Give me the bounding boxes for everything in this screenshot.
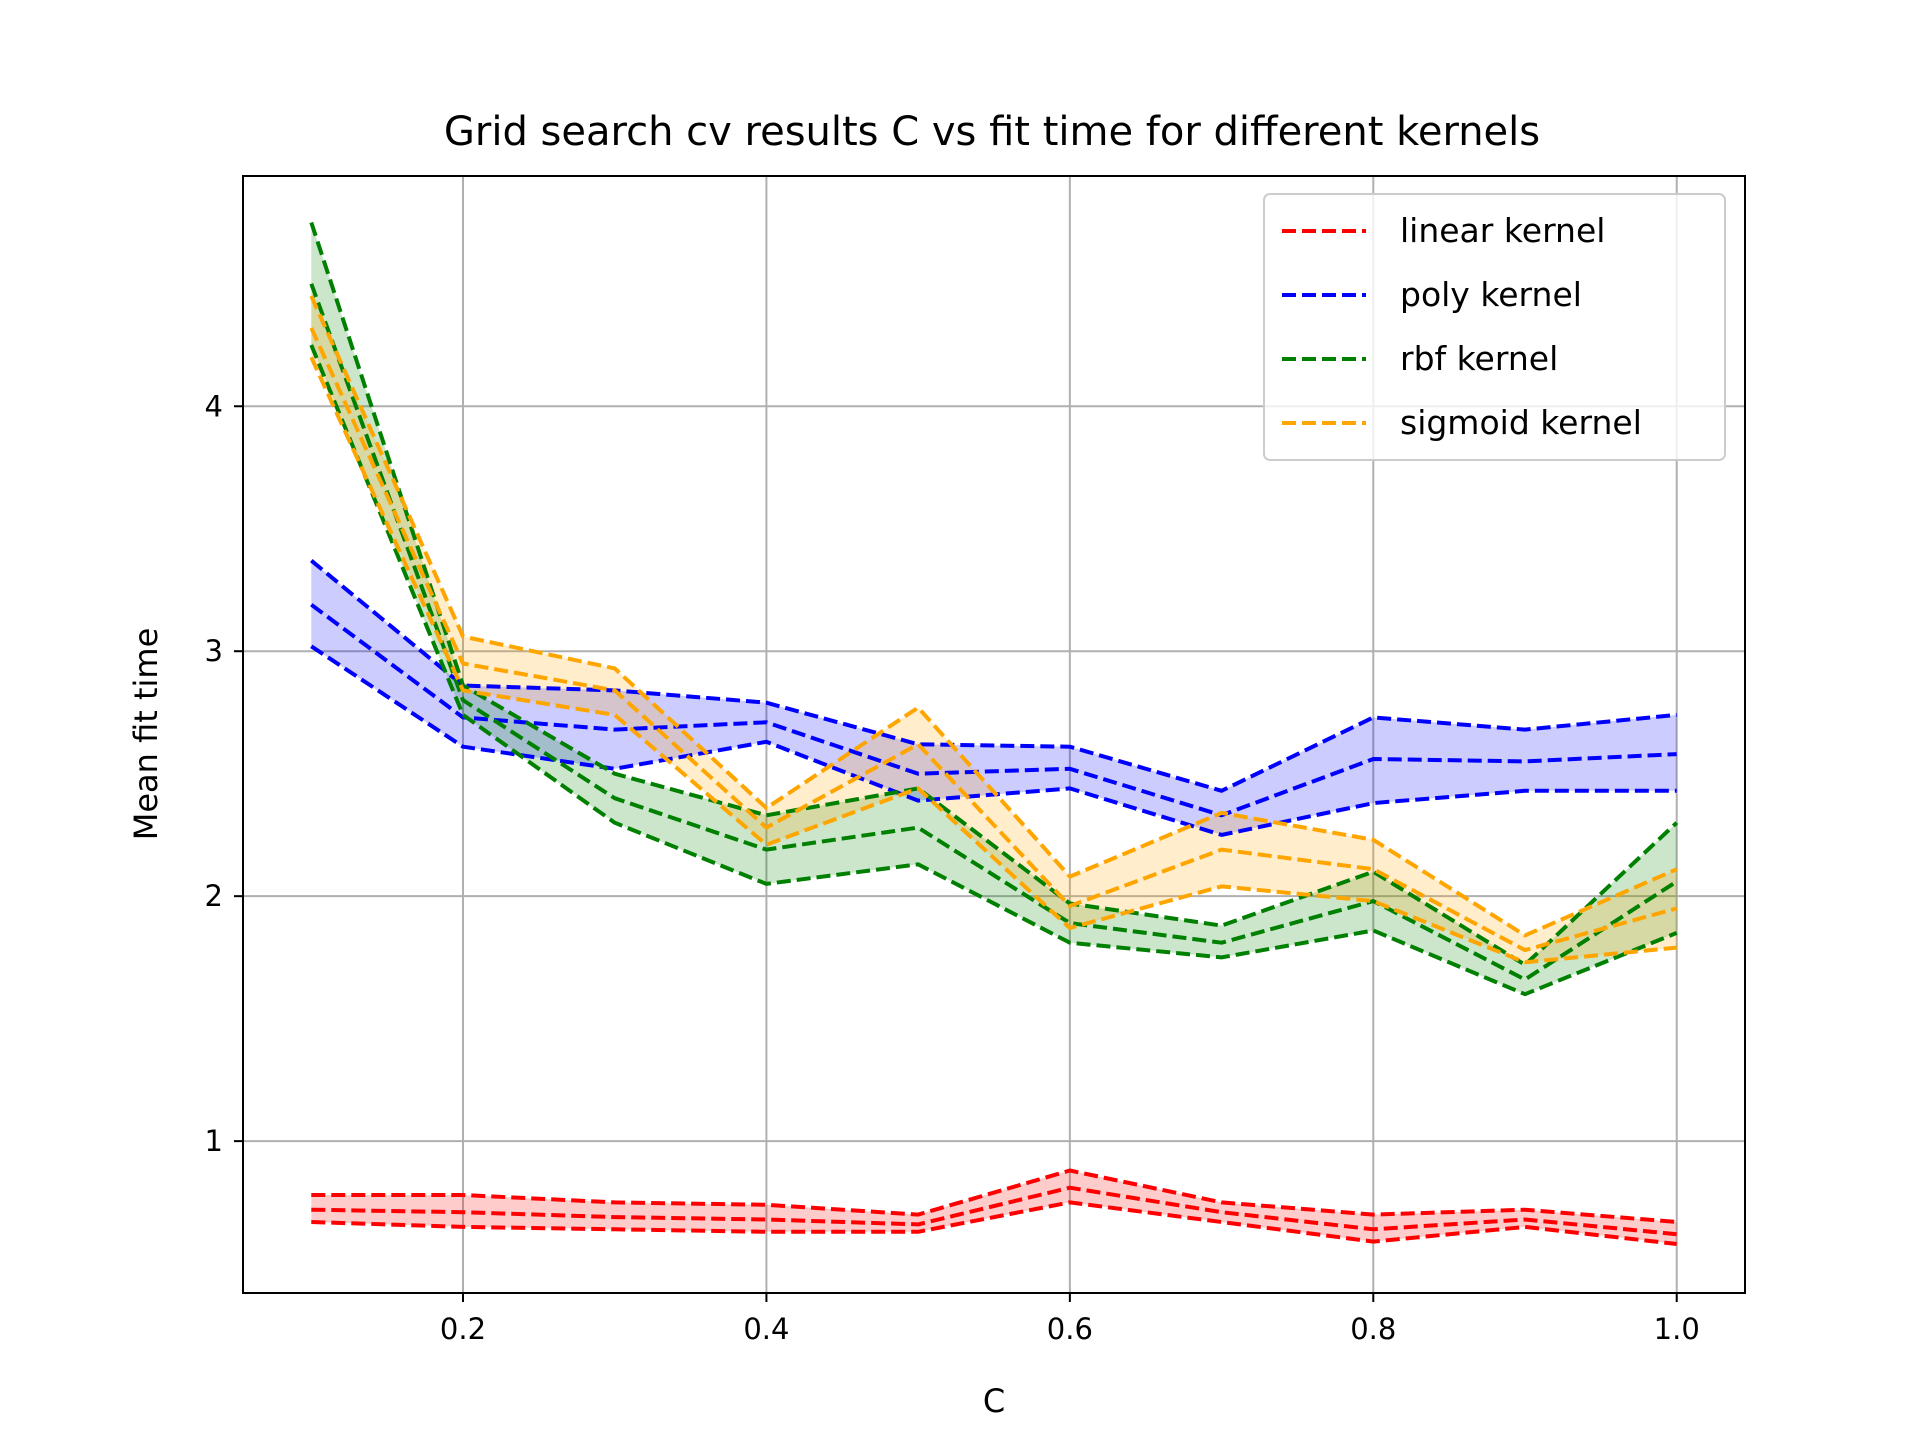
x-tick-label: 0.4 bbox=[743, 1312, 789, 1346]
x-axis: 0.2 0.4 0.6 0.8 1.0 bbox=[440, 1293, 1700, 1346]
legend: linear kernel poly kernel rbf kernel sigmoi… bbox=[1263, 193, 1726, 461]
plot-frame bbox=[242, 175, 1746, 1294]
legend-box bbox=[1263, 193, 1726, 461]
rbf-kernel-mean-line bbox=[309, 283, 1678, 982]
x-tick-label: 0.8 bbox=[1350, 1312, 1396, 1346]
sigmoid-kernel-band bbox=[311, 296, 1677, 963]
poly-kernel-mean-line bbox=[310, 603, 1677, 818]
legend-label-sigmoid-kernel: sigmoid kernel bbox=[1400, 403, 1642, 442]
sigmoid-kernel-mean-line bbox=[309, 327, 1678, 953]
x-tick-label: 1.0 bbox=[1654, 1312, 1700, 1346]
linear-kernel-mean-line bbox=[311, 1185, 1677, 1237]
sigmoid-kernel-lower-line bbox=[309, 356, 1677, 965]
chart-title: Grid search cv results C vs fit time for… bbox=[444, 109, 1540, 155]
x-axis-label: C bbox=[983, 1382, 1005, 1420]
x-tick-label: 0.6 bbox=[1047, 1312, 1093, 1346]
series-lines bbox=[309, 221, 1679, 1246]
legend-label-poly-kernel: poly kernel bbox=[1400, 275, 1582, 314]
linear-kernel-lower-line bbox=[311, 1200, 1677, 1246]
y-tick-label: 4 bbox=[205, 389, 223, 423]
y-tick-label: 2 bbox=[205, 879, 223, 913]
poly-kernel-band bbox=[311, 560, 1677, 835]
poly-kernel-upper-line bbox=[310, 559, 1677, 793]
rbf-kernel-lower-line bbox=[309, 344, 1678, 997]
y-tick-label: 1 bbox=[205, 1124, 223, 1158]
legend-label-rbf-kernel: rbf kernel bbox=[1400, 339, 1558, 378]
sigmoid-kernel-upper-line bbox=[309, 295, 1678, 938]
rbf-kernel-upper-line bbox=[309, 221, 1679, 967]
y-axis: 1 2 3 4 bbox=[205, 389, 243, 1158]
y-tick-label: 3 bbox=[205, 634, 223, 668]
rbf-kernel-band bbox=[311, 222, 1677, 995]
legend-label-linear-kernel: linear kernel bbox=[1400, 211, 1605, 250]
linear-kernel-upper-line bbox=[311, 1168, 1677, 1224]
y-axis-label: Mean fit time bbox=[127, 628, 165, 841]
x-tick-label: 0.2 bbox=[440, 1312, 486, 1346]
